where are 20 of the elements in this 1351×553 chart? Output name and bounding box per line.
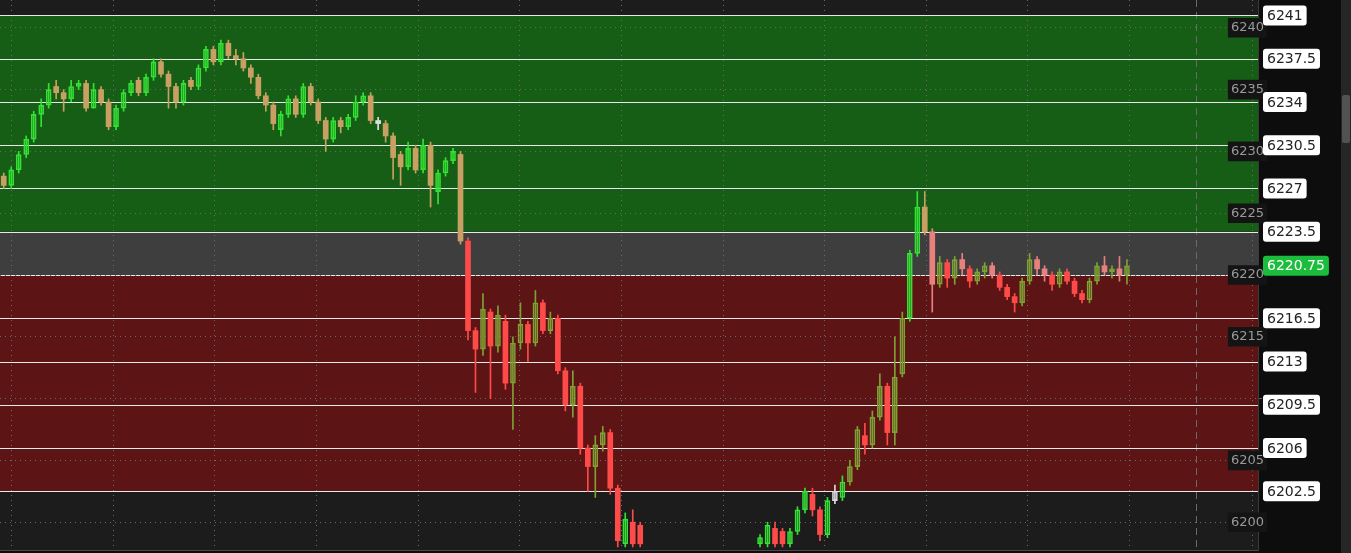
ref-line-label: 6241 [1267, 7, 1303, 24]
y-tick-label: 6215 [1230, 328, 1264, 344]
y-tick-label: 6205 [1230, 451, 1264, 467]
y-tick-label: 6200 [1230, 513, 1264, 529]
y-tick-label: 6240 [1230, 19, 1264, 35]
text: 6220.75 [1267, 257, 1325, 274]
y-tick-label: 6220 [1230, 266, 1264, 282]
ref-line-label: 6230.5 [1267, 136, 1316, 153]
y-tick-label: 6235 [1230, 80, 1264, 96]
ref-line-label: 6209.5 [1267, 396, 1316, 413]
y-tick-label: 6230 [1230, 142, 1264, 158]
ref-line-label: 6237.5 [1267, 50, 1316, 67]
y-tick-label: 6225 [1230, 204, 1264, 220]
ref-line-label: 6223.5 [1267, 223, 1316, 240]
ref-line-label: 6206 [1267, 439, 1303, 456]
ref-line-label: 6227 [1267, 180, 1303, 197]
ref-line-label: 6234 [1267, 93, 1303, 110]
ref-line-label: 6202.5 [1267, 482, 1316, 499]
ref-line-label: 6216.5 [1267, 309, 1316, 326]
ref-line-label: 6213 [1267, 353, 1303, 370]
